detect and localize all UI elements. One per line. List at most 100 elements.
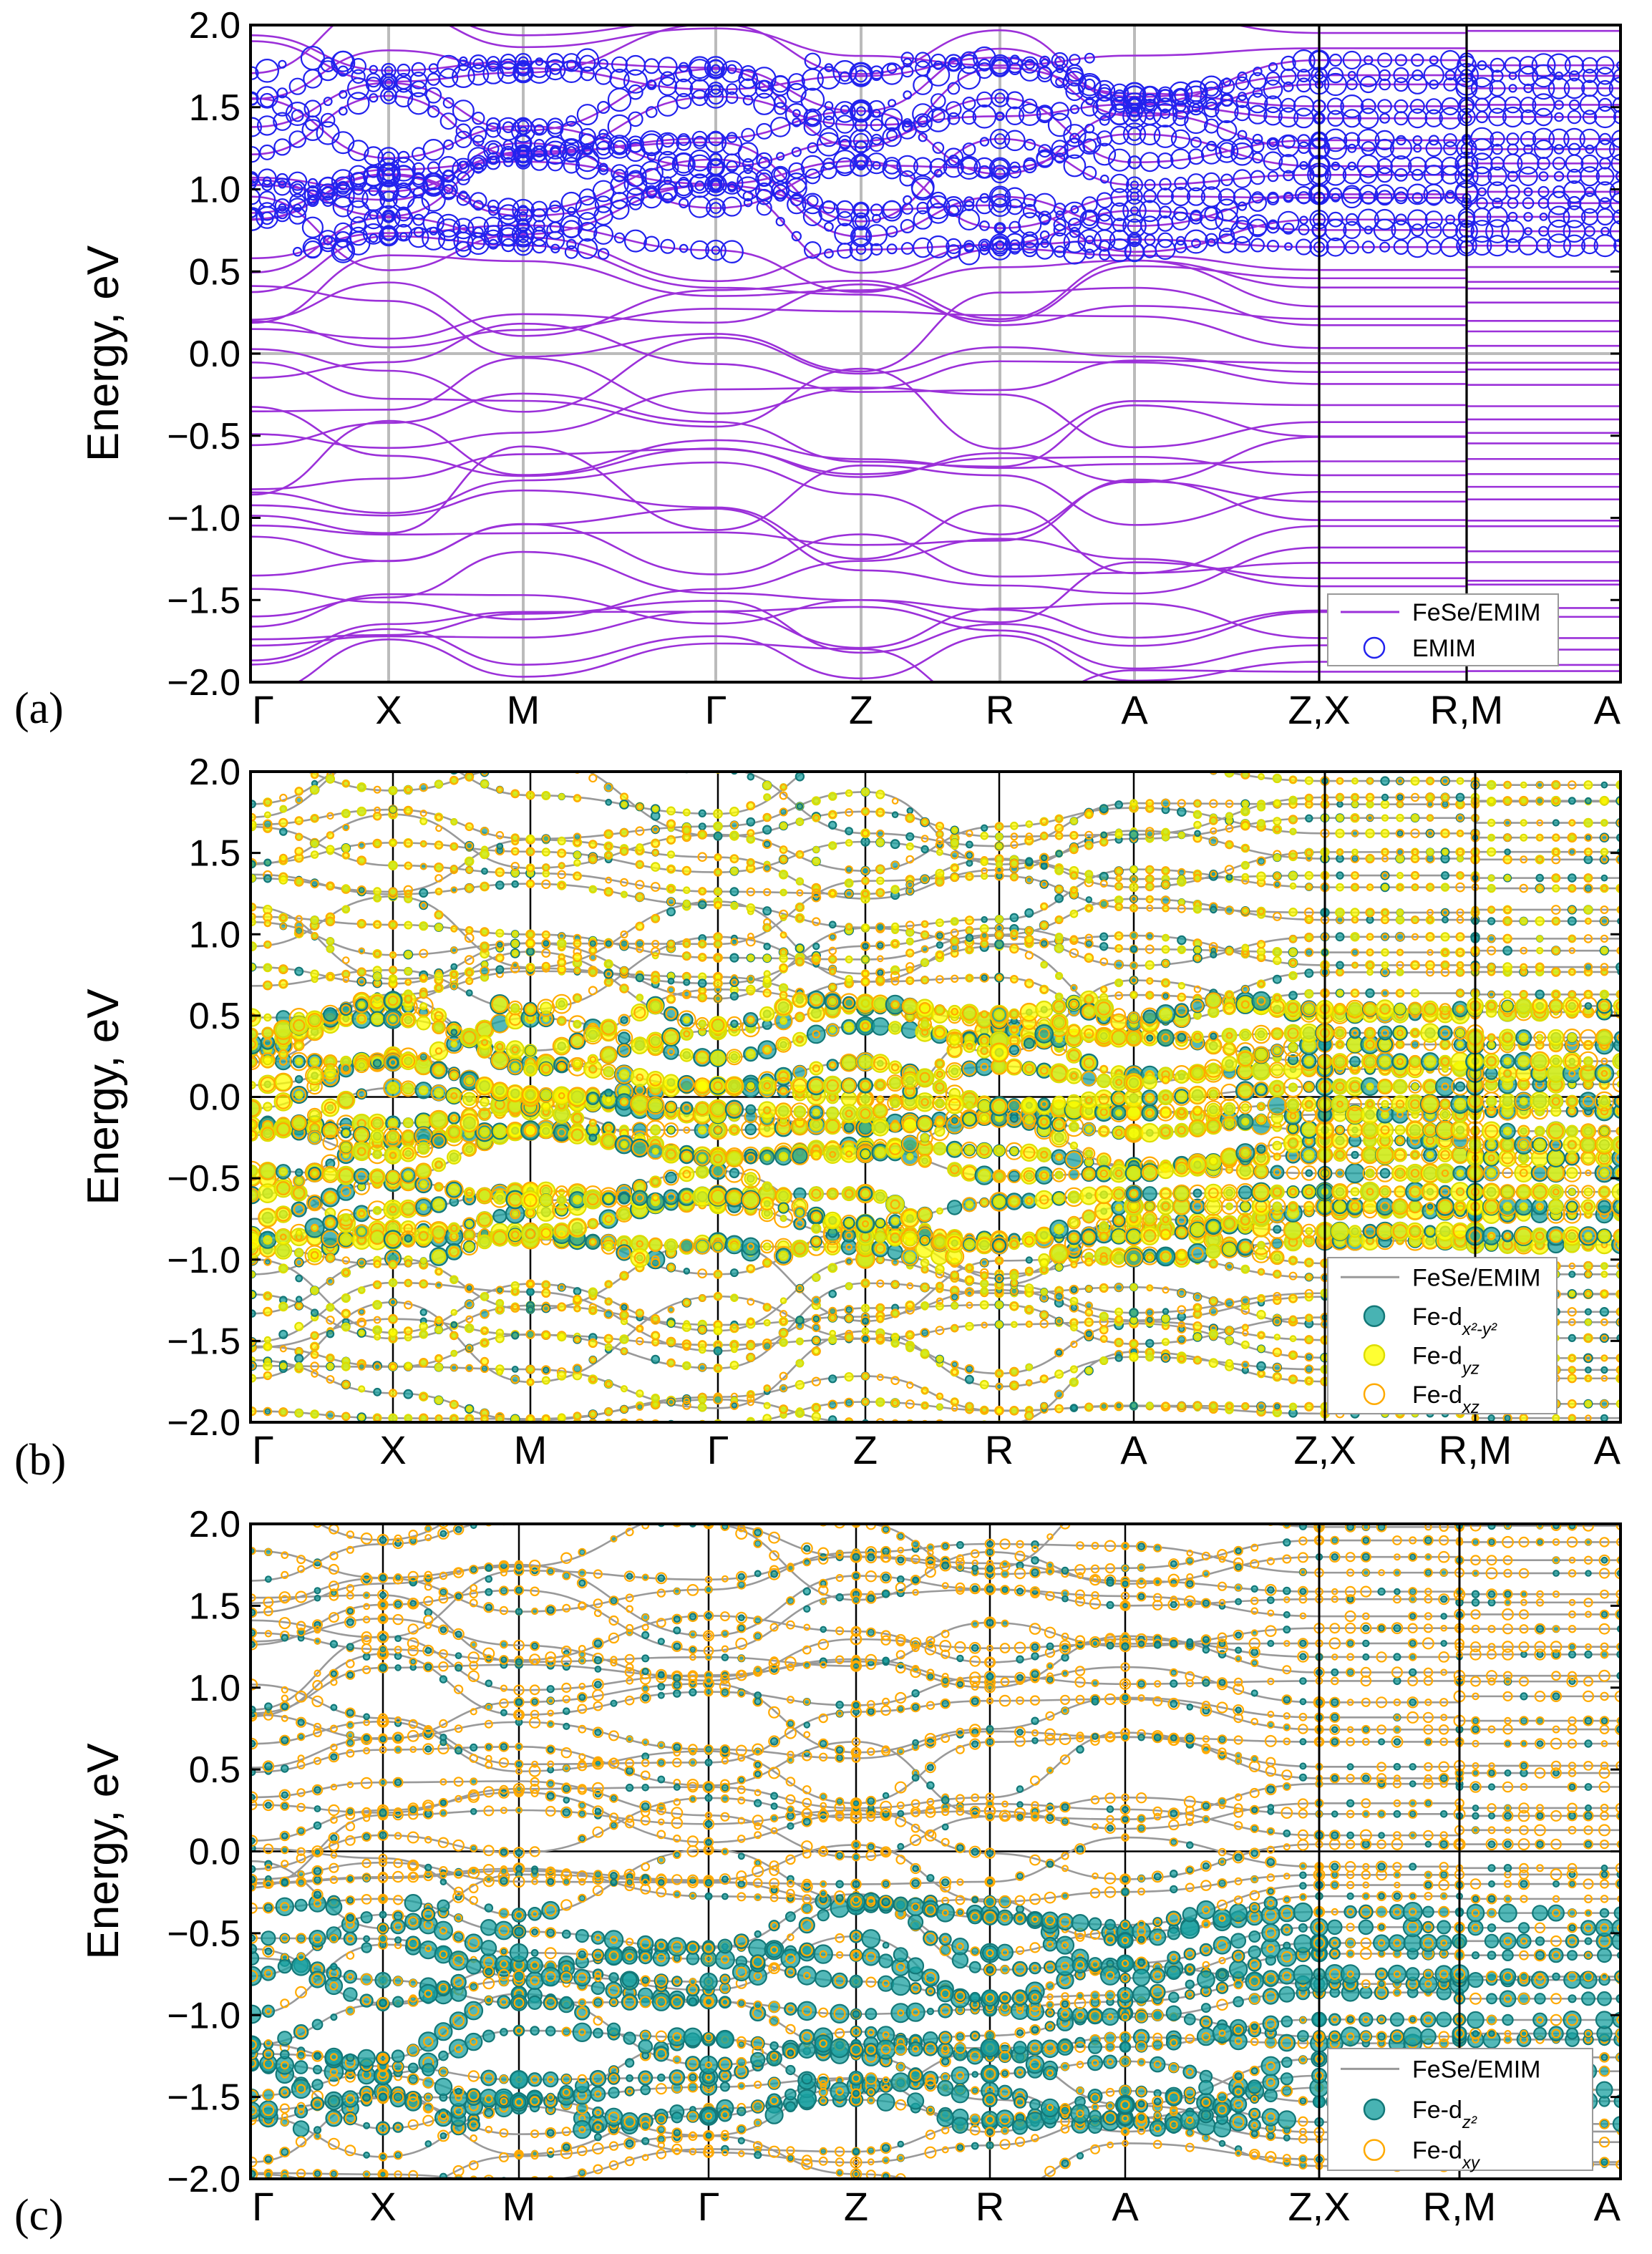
projection-marker bbox=[1531, 1227, 1549, 1245]
projection-marker bbox=[278, 59, 287, 69]
projection-marker bbox=[1595, 56, 1615, 75]
projection-marker bbox=[1129, 1402, 1138, 1410]
projection-marker bbox=[744, 1172, 758, 1185]
projection-marker bbox=[1476, 197, 1488, 210]
projection-marker bbox=[918, 132, 928, 142]
projection-marker bbox=[280, 1431, 286, 1437]
projection-marker bbox=[525, 1414, 535, 1422]
projection-marker bbox=[368, 185, 379, 196]
projection-marker bbox=[541, 1330, 551, 1340]
projection-marker bbox=[274, 205, 291, 223]
projection-marker bbox=[711, 64, 721, 74]
projection-marker bbox=[882, 160, 902, 180]
kpoint-label: R,M bbox=[1430, 687, 1504, 732]
projection-marker bbox=[862, 1335, 869, 1343]
projection-marker bbox=[1523, 83, 1533, 94]
projection-marker bbox=[747, 1391, 754, 1398]
projection-marker bbox=[1009, 1366, 1019, 1377]
projection-marker bbox=[1600, 1374, 1608, 1382]
projection-marker bbox=[613, 232, 626, 243]
projection-marker bbox=[350, 57, 367, 74]
projection-marker bbox=[1412, 192, 1424, 204]
projection-marker bbox=[1517, 65, 1539, 87]
projection-marker bbox=[682, 1342, 691, 1351]
projection-marker bbox=[921, 1386, 929, 1394]
projection-marker bbox=[294, 1408, 303, 1418]
projection-marker bbox=[769, 117, 791, 137]
projection-marker bbox=[1225, 1202, 1234, 1211]
projection-marker bbox=[1263, 106, 1283, 126]
projection-marker bbox=[427, 105, 440, 118]
projection-marker bbox=[681, 1339, 692, 1349]
projection-marker bbox=[605, 1419, 612, 1422]
projection-marker bbox=[1584, 1308, 1592, 1316]
projection-marker bbox=[901, 121, 913, 132]
projection-marker bbox=[720, 172, 744, 195]
projection-marker bbox=[526, 1378, 535, 1386]
projection-marker bbox=[1539, 213, 1548, 221]
projection-marker bbox=[916, 115, 929, 127]
projection-marker bbox=[1268, 62, 1278, 72]
projection-marker bbox=[1008, 165, 1022, 179]
projection-marker bbox=[545, 59, 566, 81]
projection-marker bbox=[885, 1195, 905, 1214]
projection-marker bbox=[691, 130, 708, 147]
projection-marker bbox=[434, 1354, 443, 1363]
projection-marker bbox=[486, 56, 500, 70]
projection-marker bbox=[1069, 1233, 1079, 1243]
projection-marker bbox=[1374, 130, 1395, 150]
projection-marker bbox=[1523, 144, 1533, 155]
projection-marker bbox=[979, 1300, 989, 1310]
projection-marker bbox=[1099, 115, 1110, 126]
projection-marker bbox=[812, 1315, 820, 1323]
projection-marker bbox=[1486, 235, 1509, 257]
projection-marker bbox=[1477, 187, 1487, 197]
projection-marker bbox=[1580, 154, 1599, 173]
projection-marker bbox=[849, 238, 873, 262]
projection-marker bbox=[1256, 1361, 1266, 1371]
projection-marker bbox=[526, 1365, 535, 1374]
projection-marker bbox=[709, 152, 723, 167]
projection-marker bbox=[850, 99, 873, 122]
projection-marker bbox=[720, 240, 744, 263]
projection-marker bbox=[747, 1298, 755, 1306]
projection-marker bbox=[404, 1361, 412, 1370]
projection-marker bbox=[1323, 128, 1348, 152]
projection-marker bbox=[339, 1233, 353, 1246]
projection-marker bbox=[865, 224, 888, 246]
projection-marker bbox=[623, 172, 648, 196]
projection-marker bbox=[1006, 198, 1024, 215]
projection-marker bbox=[263, 1407, 271, 1415]
projection-marker bbox=[774, 102, 787, 115]
projection-marker bbox=[533, 148, 546, 162]
projection-marker bbox=[1097, 208, 1112, 222]
projection-marker bbox=[1024, 138, 1036, 151]
projection-marker bbox=[273, 138, 291, 156]
projection-marker bbox=[667, 1306, 675, 1313]
projection-marker bbox=[964, 1364, 975, 1374]
projection-marker bbox=[635, 1336, 644, 1346]
projection-marker bbox=[935, 1419, 945, 1422]
projection-marker bbox=[620, 1272, 628, 1280]
projection-marker bbox=[560, 120, 583, 145]
projection-marker bbox=[1373, 218, 1396, 242]
projection-marker bbox=[419, 1203, 427, 1211]
projection-marker bbox=[965, 1200, 974, 1209]
projection-marker bbox=[1425, 98, 1442, 115]
projection-marker bbox=[449, 1275, 459, 1285]
projection-marker bbox=[1217, 233, 1237, 253]
projection-marker bbox=[1428, 135, 1439, 146]
band-line bbox=[251, 445, 1621, 535]
projection-marker bbox=[492, 1191, 507, 1205]
projection-marker bbox=[593, 224, 614, 245]
projection-marker bbox=[1084, 1328, 1094, 1339]
projection-marker bbox=[336, 180, 350, 195]
projection-marker bbox=[383, 210, 394, 222]
projection-marker bbox=[331, 131, 355, 155]
projection-marker bbox=[1018, 212, 1042, 236]
projection-marker bbox=[795, 1379, 805, 1390]
projection-marker bbox=[791, 147, 802, 157]
projection-marker bbox=[706, 59, 724, 77]
projection-marker bbox=[1600, 1271, 1608, 1278]
projection-marker bbox=[301, 119, 324, 142]
